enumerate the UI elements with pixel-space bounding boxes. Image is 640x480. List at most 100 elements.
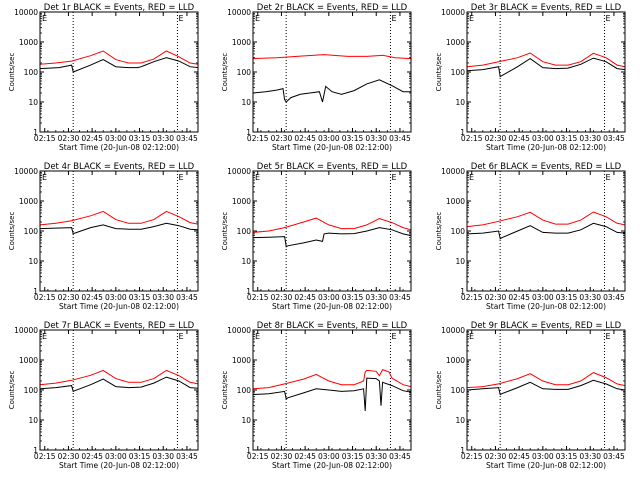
- corner-label-left: E: [469, 14, 474, 23]
- x-tick-label: 03:45: [176, 134, 198, 143]
- y-tick-label: 1: [246, 128, 251, 137]
- y-axis-label: Counts/sec: [435, 371, 443, 410]
- y-tick-label: 10: [241, 98, 251, 107]
- events-series-line: [39, 57, 199, 73]
- y-tick-label: 100: [451, 68, 466, 77]
- lld-series-line: [39, 50, 199, 65]
- x-tick-label: 03:00: [532, 293, 554, 302]
- y-tick-label: 1000: [232, 38, 251, 47]
- corner-label-left: E: [255, 332, 260, 341]
- y-tick-label: 1: [33, 128, 38, 137]
- x-tick-label: 02:45: [81, 134, 103, 143]
- x-tick-label: 03:45: [389, 134, 411, 143]
- corner-label-marker: E: [391, 332, 396, 341]
- y-axis-label: Counts/sec: [435, 53, 443, 92]
- panel-6: Det 6r BLACK = Events, RED = LLD 1 10 100 10…: [435, 162, 626, 311]
- lld-series-line: [252, 368, 412, 390]
- x-tick-label: 03:30: [152, 452, 174, 461]
- y-tick-label: 1: [460, 446, 465, 455]
- panel-4: Det 4r BLACK = Events, RED = LLD 1 10 100 10…: [8, 162, 199, 311]
- y-tick-label: 10: [28, 416, 38, 425]
- x-tick-label: 03:45: [603, 293, 625, 302]
- corner-label-left: E: [42, 332, 47, 341]
- x-tick-label: 02:30: [271, 293, 293, 302]
- panel-title: Det 1r BLACK = Events, RED = LLD: [44, 3, 195, 13]
- y-tick-label: 100: [237, 68, 252, 77]
- x-tick-label: 02:45: [294, 293, 316, 302]
- y-tick-label: 10: [455, 416, 465, 425]
- x-axis-label: Start Time (20-Jun-08 02:12:00): [272, 302, 392, 311]
- y-tick-label: 1: [246, 287, 251, 296]
- y-tick-label: 10: [28, 257, 38, 266]
- x-tick-label: 02:15: [34, 134, 56, 143]
- x-tick-label: 02:15: [34, 293, 56, 302]
- plot-frame: [39, 170, 199, 292]
- y-tick-label: 1000: [19, 38, 38, 47]
- x-tick-label: 03:30: [579, 452, 601, 461]
- panel-1: Det 1r BLACK = Events, RED = LLD 1 10 100 10…: [8, 3, 199, 152]
- x-tick-label: 03:45: [603, 452, 625, 461]
- x-tick-label: 03:30: [365, 293, 387, 302]
- x-tick-label: 03:45: [603, 134, 625, 143]
- corner-label-left: E: [255, 14, 260, 23]
- x-axis-label: Start Time (20-Jun-08 02:12:00): [486, 143, 606, 152]
- x-tick-label: 03:30: [579, 134, 601, 143]
- corner-label-left: E: [42, 14, 47, 23]
- y-tick-label: 1000: [446, 197, 465, 206]
- x-tick-label: 03:00: [105, 452, 127, 461]
- y-tick-label: 1000: [232, 356, 251, 365]
- y-tick-label: 10: [455, 257, 465, 266]
- y-tick-label: 10000: [14, 8, 38, 17]
- panel-title: Det 6r BLACK = Events, RED = LLD: [471, 162, 622, 172]
- x-tick-label: 02:30: [58, 293, 80, 302]
- y-axis-label: Counts/sec: [8, 53, 16, 92]
- y-tick-label: 1000: [232, 197, 251, 206]
- corner-label-marker: E: [605, 173, 610, 182]
- corner-label-marker: E: [178, 14, 183, 23]
- panel-8: Det 8r BLACK = Events, RED = LLD 1 10 100 10…: [221, 321, 412, 470]
- x-tick-label: 02:30: [485, 452, 507, 461]
- x-tick-label: 03:00: [318, 293, 340, 302]
- events-series-line: [39, 376, 199, 393]
- y-tick-label: 10: [28, 98, 38, 107]
- lld-series-line: [466, 372, 626, 389]
- lld-series-line: [39, 369, 199, 386]
- x-axis-label: Start Time (20-Jun-08 02:12:00): [486, 461, 606, 470]
- x-axis-label: Start Time (20-Jun-08 02:12:00): [486, 302, 606, 311]
- x-axis-label: Start Time (20-Jun-08 02:12:00): [59, 461, 179, 470]
- panel-title: Det 7r BLACK = Events, RED = LLD: [44, 321, 195, 331]
- y-tick-label: 100: [451, 227, 466, 236]
- x-tick-label: 03:00: [105, 293, 127, 302]
- x-tick-label: 03:15: [556, 452, 578, 461]
- x-tick-label: 03:00: [532, 452, 554, 461]
- y-axis-label: Counts/sec: [8, 371, 16, 410]
- events-series-line: [39, 222, 199, 235]
- events-series-line: [466, 57, 626, 78]
- y-tick-label: 1000: [19, 356, 38, 365]
- panel-3: Det 3r BLACK = Events, RED = LLD 1 10 100 10…: [435, 3, 626, 152]
- lld-series-line: [466, 52, 626, 68]
- y-tick-label: 10: [455, 98, 465, 107]
- x-tick-label: 02:30: [58, 134, 80, 143]
- y-axis-label: Counts/sec: [435, 212, 443, 251]
- corner-label-marker: E: [178, 173, 183, 182]
- x-tick-label: 03:45: [176, 293, 198, 302]
- corner-label-marker: E: [391, 14, 396, 23]
- x-tick-label: 03:15: [342, 452, 364, 461]
- x-axis-label: Start Time (20-Jun-08 02:12:00): [59, 302, 179, 311]
- y-tick-label: 1: [460, 287, 465, 296]
- events-series-line: [466, 222, 626, 240]
- x-tick-label: 03:45: [389, 452, 411, 461]
- y-tick-label: 10000: [441, 167, 465, 176]
- lld-series-line: [39, 210, 199, 226]
- x-tick-label: 03:15: [129, 134, 151, 143]
- lld-series-line: [466, 211, 626, 228]
- x-tick-label: 02:45: [294, 452, 316, 461]
- corner-label-marker: E: [178, 332, 183, 341]
- y-tick-label: 10000: [227, 8, 251, 17]
- y-tick-label: 10000: [441, 8, 465, 17]
- y-tick-label: 10000: [227, 326, 251, 335]
- x-tick-label: 03:15: [129, 452, 151, 461]
- x-tick-label: 03:30: [579, 293, 601, 302]
